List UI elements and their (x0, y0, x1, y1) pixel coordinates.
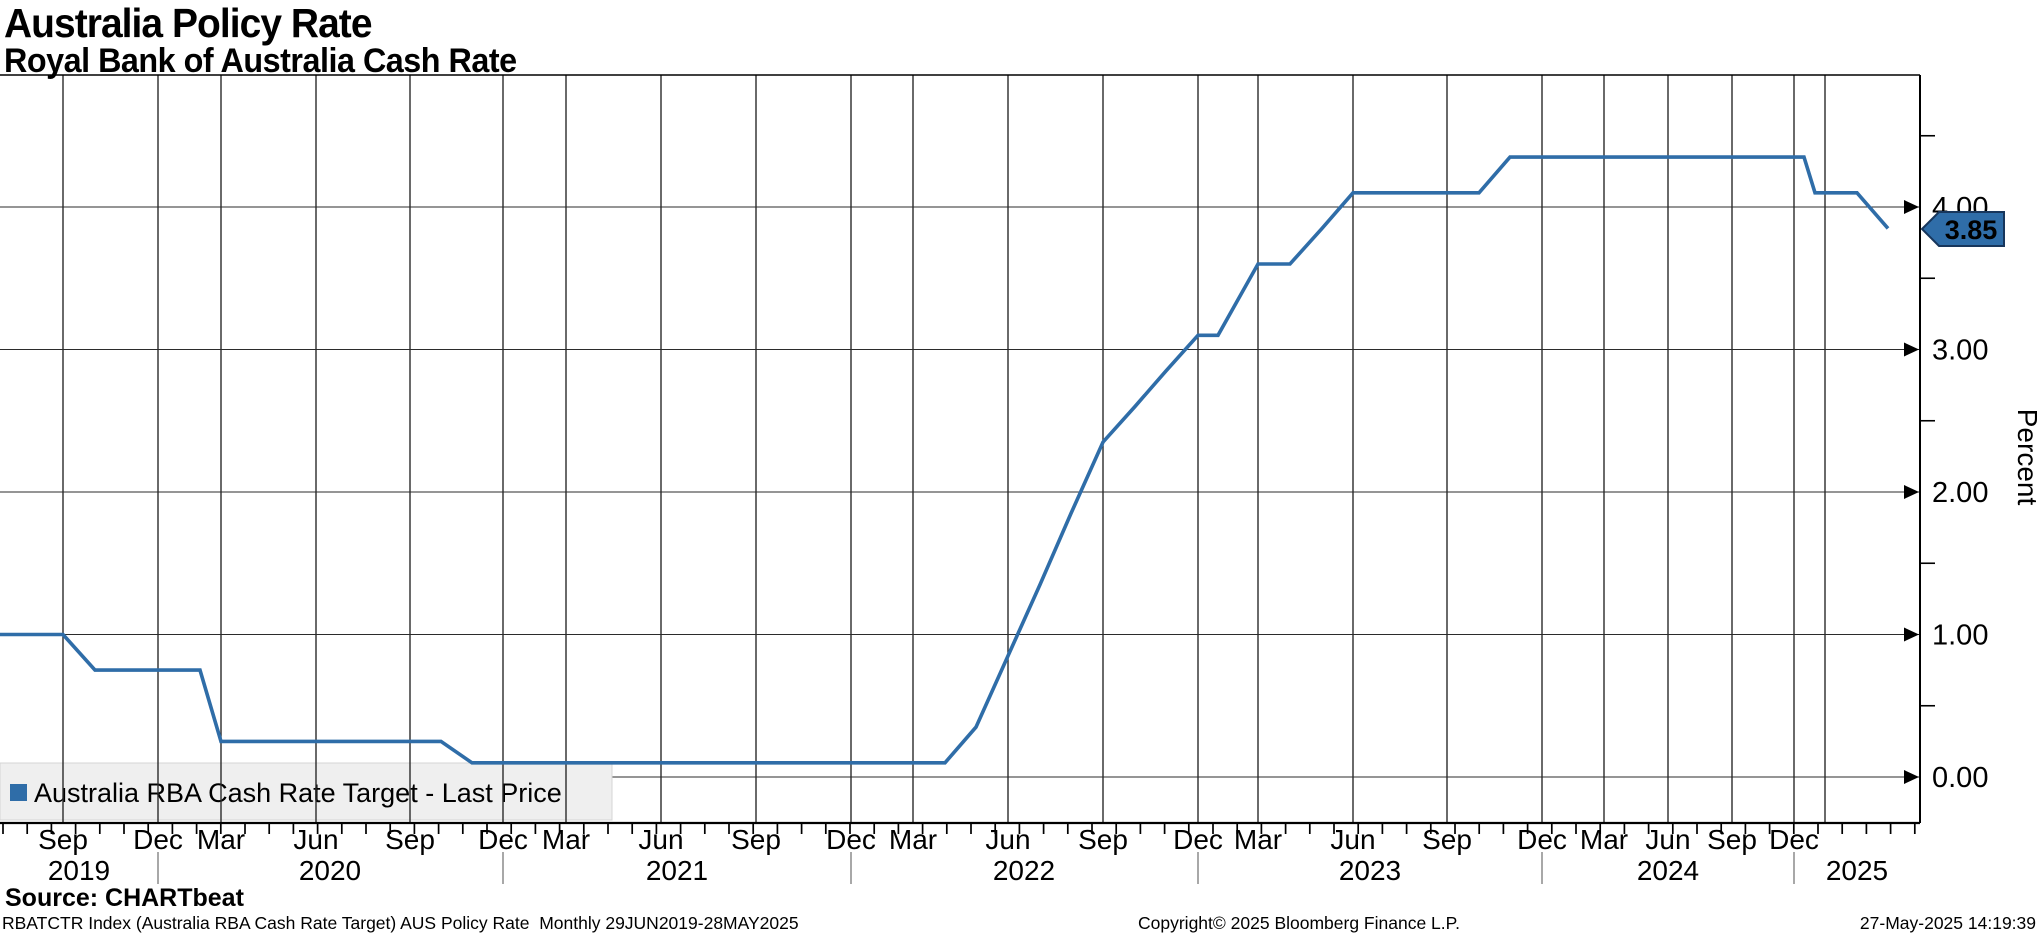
x-tick-label: Sep (1707, 824, 1757, 855)
x-tick-label: Mar (1580, 824, 1628, 855)
x-tick-label: Dec (826, 824, 876, 855)
y-axis-arrow-icon (1904, 627, 1919, 642)
x-tick-label: Dec (478, 824, 528, 855)
y-axis-arrow-icon (1904, 770, 1919, 784)
y-axis-title: Percent (2012, 409, 2041, 506)
x-tick-label: Jun (1645, 824, 1690, 855)
footer-copyright: Copyright© 2025 Bloomberg Finance L.P. (1138, 913, 1460, 933)
x-tick-label: Mar (1234, 824, 1282, 855)
legend-series-label: Australia RBA Cash Rate Target - Last Pr… (34, 778, 562, 808)
y-axis-arrow-icon (1904, 485, 1919, 499)
price-line (0, 155, 1890, 765)
x-year-label: 2025 (1826, 855, 1888, 886)
x-tick-label: Mar (889, 824, 937, 855)
x-tick-label: Sep (1078, 824, 1128, 855)
x-tick-label: Jun (293, 824, 338, 855)
x-tick-label: Dec (133, 824, 183, 855)
y-axis-arrow-icon (1904, 342, 1919, 357)
x-year-label: 2022 (993, 855, 1055, 886)
legend-box[interactable] (0, 762, 613, 821)
last-price-badge (1920, 211, 2005, 247)
x-tick-label: Jun (1330, 824, 1375, 855)
footer-ticker-description: RBATCTR Index (Australia RBA Cash Rate T… (2, 913, 799, 933)
source-note: Source: CHARTbeat (5, 884, 244, 912)
chart-subtitle: Royal Bank of Australia Cash Rate (4, 42, 517, 80)
x-tick-label: Dec (1173, 824, 1223, 855)
x-year-label: 2019 (48, 855, 110, 886)
y-tick-label: 1.00 (1932, 620, 1988, 652)
footer-timestamp: 27-May-2025 14:19:39 (1859, 913, 2036, 933)
x-tick-label: Sep (731, 824, 781, 855)
x-tick-label: Sep (38, 824, 88, 855)
x-tick-label: Jun (638, 824, 683, 855)
x-tick-label: Sep (1422, 824, 1472, 855)
x-year-label: 2024 (1637, 855, 1699, 886)
page-title: Australia Policy Rate (4, 0, 372, 46)
last-price-value: 3.85 (1945, 215, 1998, 245)
x-year-label: 2020 (299, 855, 361, 886)
x-year-label: 2021 (646, 855, 708, 886)
x-tick-label: Dec (1769, 824, 1819, 855)
x-tick-label: Mar (197, 824, 245, 855)
legend-series-marker-icon (10, 784, 27, 801)
y-tick-label: 2.00 (1932, 477, 1988, 509)
y-tick-label: 3.00 (1932, 335, 1988, 367)
x-tick-label: Jun (985, 824, 1030, 855)
x-tick-label: Sep (385, 824, 435, 855)
y-axis-arrow-icon (1904, 200, 1919, 214)
y-tick-label: 0.00 (1932, 762, 1988, 794)
x-tick-label: Mar (542, 824, 590, 855)
x-tick-label: Dec (1517, 824, 1567, 855)
x-year-label: 2023 (1339, 855, 1401, 886)
